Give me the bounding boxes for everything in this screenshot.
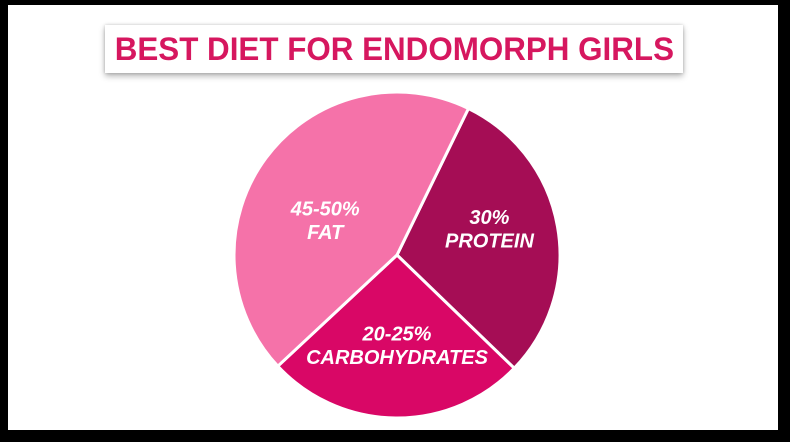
pie-slice-fat — [232, 90, 470, 368]
title-box: BEST DIET FOR ENDOMORPH GIRLS — [105, 25, 683, 73]
slice-label-carbohydrates: 20-25% CARBOHYDRATES — [306, 323, 489, 369]
slice-label-protein: 30% PROTEIN — [445, 207, 534, 253]
page-title: BEST DIET FOR ENDOMORPH GIRLS — [114, 30, 674, 67]
pie-slice-carbohydrates — [276, 253, 516, 420]
slice-label-fat: 45-50% FAT — [290, 199, 360, 245]
